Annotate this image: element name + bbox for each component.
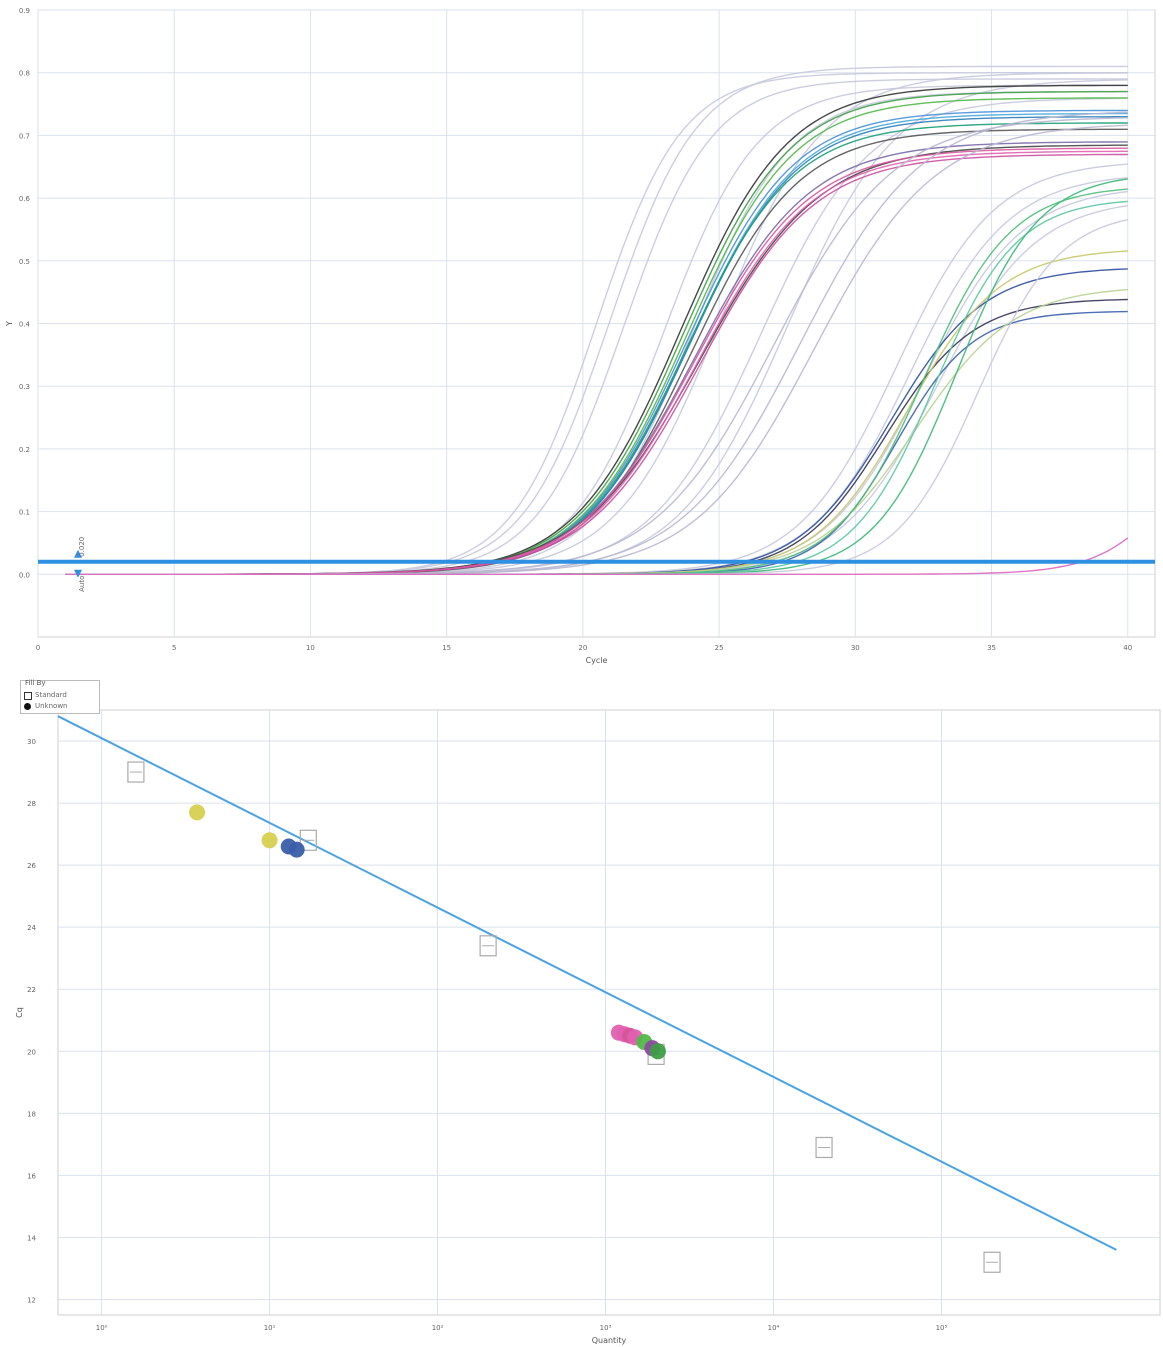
x-tick-label: 10²: [432, 1324, 444, 1332]
plot-area: [57, 709, 1161, 1316]
y-tick-label: 0.3: [19, 383, 30, 391]
x-tick-label: 0: [36, 644, 40, 652]
x-tick-label: 35: [987, 644, 996, 652]
x-tick-label: 10³: [600, 1324, 612, 1332]
standard-curve-line: [57, 715, 1117, 1251]
y-tick-label: 12: [27, 1296, 36, 1304]
x-tick-label: 5: [172, 644, 176, 652]
standard-point: [299, 829, 317, 851]
x-tick-label: 10⁵: [936, 1324, 948, 1332]
y-tick-label: 30: [27, 738, 36, 746]
unknown-point: [649, 1043, 666, 1060]
unknown-point: [189, 804, 206, 821]
legend: Fill By Standard Unknown: [20, 679, 100, 714]
y-tick-label: 0.4: [19, 321, 31, 329]
standard-symbol: [24, 692, 32, 700]
legend-item-standard: Standard: [24, 691, 67, 700]
y-axis-label: Cq: [15, 1007, 24, 1018]
x-tick-label: 40: [1123, 644, 1132, 652]
standard-point: [127, 761, 145, 783]
y-axis-label: Y: [5, 321, 14, 327]
legend-label-unknown: Unknown: [35, 702, 68, 710]
standard-point: [479, 935, 497, 957]
unknown-symbol: [24, 703, 31, 710]
y-tick-label: 14: [27, 1234, 36, 1242]
y-tick-label: 0.1: [19, 509, 30, 517]
y-tick-label: 18: [27, 1110, 36, 1118]
legend-item-unknown: Unknown: [24, 702, 68, 710]
y-tick-label: 26: [27, 862, 36, 870]
y-tick-label: 0.5: [19, 258, 30, 266]
y-tick-label: 24: [27, 924, 36, 932]
x-axis-label: Cycle: [586, 656, 608, 665]
threshold-handle-up: [74, 549, 82, 558]
standard-point: [815, 1136, 833, 1159]
y-tick-label: 0.7: [19, 132, 30, 140]
unknown-point: [261, 832, 278, 849]
threshold-label: 0.020: [78, 537, 86, 557]
y-tick-label: 0.2: [19, 446, 30, 454]
baseline-label: Auto: [78, 576, 86, 592]
x-tick-label: 10: [306, 644, 315, 652]
y-tick-label: 16: [27, 1172, 36, 1180]
standard-point: [983, 1251, 1001, 1273]
unknown-point: [288, 841, 305, 858]
x-tick-label: 15: [442, 644, 451, 652]
y-tick-label: 0.0: [19, 571, 30, 579]
y-tick-label: 20: [27, 1048, 36, 1056]
legend-title: Fill By: [25, 679, 46, 687]
legend-label-standard: Standard: [35, 691, 67, 699]
x-tick-label: 10¹: [264, 1324, 276, 1332]
x-tick-label: 10⁴: [768, 1324, 780, 1332]
amplification-plot: 0 5 10 15 20 25 30 35 40 0.0 0.1 0.2 0.3 0.4 0.5 0.6 0.7…: [5, 7, 1156, 665]
y-tick-label: 22: [27, 986, 36, 994]
y-tick-label: 0.8: [19, 70, 30, 78]
x-tick-label: 10⁰: [96, 1324, 108, 1332]
threshold-handle-down: [74, 569, 82, 578]
x-tick-label: 20: [578, 644, 587, 652]
amplification-curve: [65, 537, 1129, 575]
x-tick-label: 30: [851, 644, 860, 652]
y-tick-label: 0.6: [19, 195, 31, 203]
x-axis-label: Quantity: [592, 1336, 627, 1345]
x-tick-label: 25: [715, 644, 724, 652]
y-tick-label: 0.9: [19, 7, 30, 15]
y-tick-label: 28: [27, 800, 36, 808]
